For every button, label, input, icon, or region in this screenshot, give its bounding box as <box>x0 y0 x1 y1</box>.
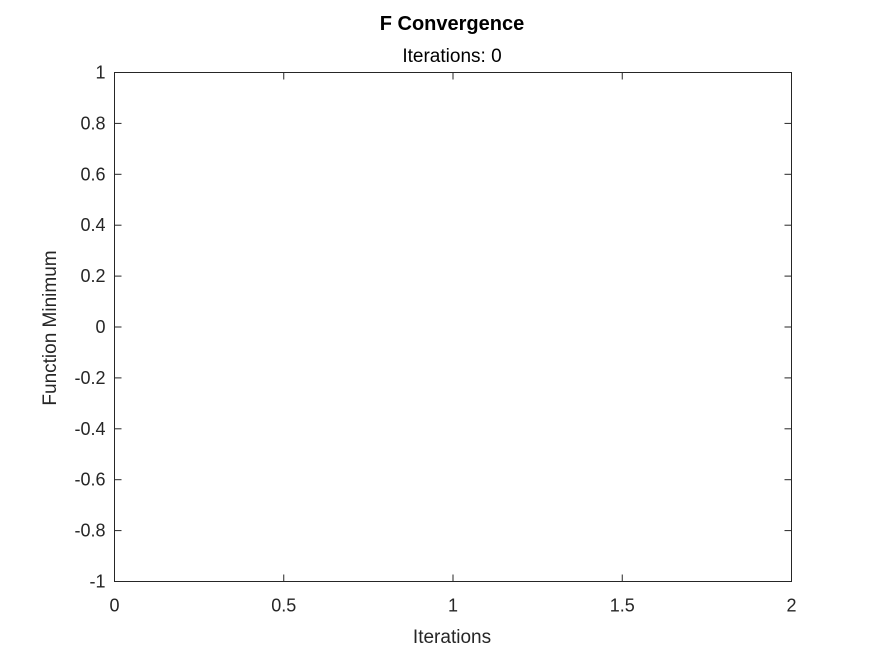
y-tick-label: -1 <box>89 572 105 592</box>
y-tick-label: 0 <box>95 317 105 337</box>
x-axis-label: Iterations <box>413 627 491 648</box>
y-tick-label: -0.6 <box>74 470 105 490</box>
x-tick-label: 1 <box>448 596 458 616</box>
chart-subtitle: Iterations: 0 <box>402 46 501 67</box>
y-tick-label: 0.8 <box>80 113 105 133</box>
y-tick-label: 0.4 <box>80 215 105 235</box>
y-tick-label: 0.2 <box>80 266 105 286</box>
y-tick-label: 0.6 <box>80 164 105 184</box>
x-tick-label: 0 <box>109 596 119 616</box>
x-tick-label: 0.5 <box>271 596 296 616</box>
y-tick-label: 1 <box>95 63 105 83</box>
x-tick-label: 1.5 <box>610 596 635 616</box>
plot-area <box>114 72 792 582</box>
y-tick-label: -0.2 <box>74 368 105 388</box>
chart-title: F Convergence <box>380 13 524 35</box>
x-tick-label: 2 <box>786 596 796 616</box>
y-axis-label: Function Minimum <box>40 250 61 405</box>
y-tick-label: -0.8 <box>74 521 105 541</box>
y-axis: -1 -0.8 -0.6 -0.4 -0.2 0 0.2 0.4 0.6 0.8 1 <box>74 63 792 592</box>
x-axis: 0 0.5 1 1.5 2 <box>109 72 797 616</box>
y-tick-label: -0.4 <box>74 419 105 439</box>
